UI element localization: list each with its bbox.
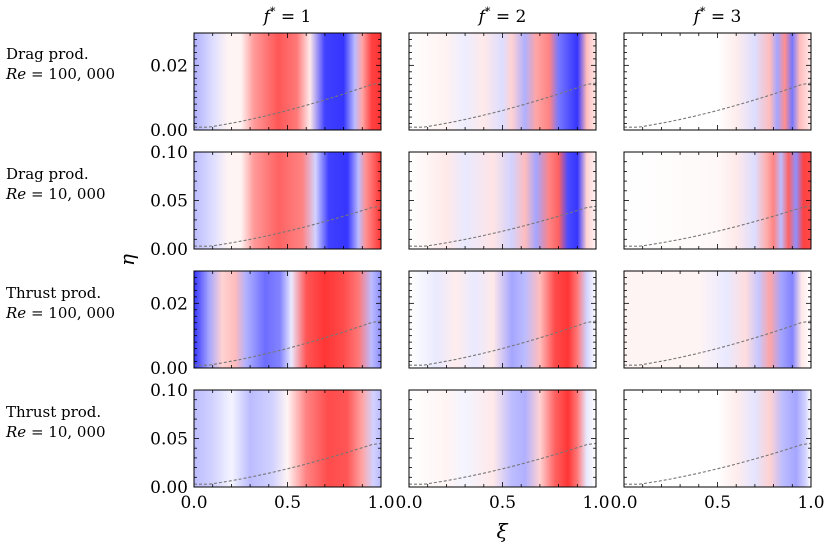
panel-r4-c2 [408, 389, 597, 488]
row-label-3: Thrust prod. Re = 100, 000 [6, 283, 115, 323]
y-axis-label: η [115, 254, 139, 266]
row-label-re: Re = 100, 000 [6, 304, 116, 322]
panel-r3-c2 [408, 270, 597, 369]
boundary-layer-line [623, 205, 812, 247]
panel-r2-c1 [193, 151, 382, 250]
field-heatmap [409, 390, 596, 487]
x-tick-label: 1.0 [797, 493, 824, 513]
y-tick-label: 0.05 [150, 192, 188, 212]
boundary-layer-line [408, 442, 597, 485]
y-tick-label: 0.00 [150, 478, 188, 498]
boundary-layer-line [623, 82, 812, 128]
y-tick-label: 0.05 [150, 430, 188, 450]
field-heatmap [194, 152, 381, 249]
x-tick-label: 1.0 [367, 493, 394, 513]
boundary-layer-line [193, 442, 382, 485]
column-title: f* = 2 [477, 5, 527, 27]
y-tick-label: 0.02 [150, 56, 188, 76]
column-title: f* = 1 [262, 5, 312, 27]
x-tick-label: 0.5 [489, 493, 516, 513]
boundary-layer-line [408, 82, 597, 128]
field-heatmap [194, 390, 381, 487]
field-heatmap [624, 390, 811, 487]
panel-r1-c2 [408, 32, 597, 131]
y-tick-label: 0.10 [150, 381, 188, 401]
row-label-re: Re = 10, 000 [6, 423, 106, 441]
row-label-re: Re = 100, 000 [6, 65, 116, 83]
field-heatmap [194, 271, 381, 368]
row-label-name: Thrust prod. [6, 403, 102, 421]
panel-r4-c1 [193, 389, 382, 488]
y-tick-label: 0.10 [150, 143, 188, 163]
boundary-layer-line [193, 82, 382, 128]
row-label-2: Drag prod. Re = 10, 000 [6, 164, 106, 204]
column-title: f* = 3 [692, 5, 742, 27]
field-heatmap [624, 271, 811, 368]
y-tick-label: 0.00 [150, 121, 188, 141]
panel-r1-c1 [193, 32, 382, 131]
boundary-layer-line [193, 320, 382, 366]
row-label-name: Thrust prod. [6, 284, 102, 302]
panel-r2-c2 [408, 151, 597, 250]
boundary-layer-line [623, 442, 812, 485]
row-label-name: Drag prod. [6, 165, 89, 183]
y-tick-label: 0.00 [150, 240, 188, 260]
y-tick-label: 0.00 [150, 359, 188, 379]
x-tick-label: 0.5 [274, 493, 301, 513]
row-label-name: Drag prod. [6, 45, 89, 63]
panel-r2-c3 [623, 151, 812, 250]
field-heatmap [409, 33, 596, 130]
panel-r3-c3 [623, 270, 812, 369]
row-label-1: Drag prod. Re = 100, 000 [6, 44, 115, 84]
field-heatmap [624, 152, 811, 249]
field-heatmap [409, 152, 596, 249]
panel-r4-c3 [623, 389, 812, 488]
field-heatmap [409, 271, 596, 368]
field-heatmap [624, 33, 811, 130]
boundary-layer-line [623, 320, 812, 366]
x-axis-label: ξ [496, 519, 508, 543]
row-label-re: Re = 10, 000 [6, 185, 106, 203]
panel-r3-c1 [193, 270, 382, 369]
field-heatmap [194, 33, 381, 130]
x-tick-label: 0.5 [704, 493, 731, 513]
panel-r1-c3 [623, 32, 812, 131]
row-label-4: Thrust prod. Re = 10, 000 [6, 402, 106, 442]
x-tick-label: 0.0 [610, 493, 637, 513]
boundary-layer-line [408, 320, 597, 366]
y-tick-label: 0.02 [150, 294, 188, 314]
x-tick-label: 0.0 [180, 493, 207, 513]
boundary-layer-line [408, 205, 597, 247]
x-tick-label: 1.0 [582, 493, 609, 513]
x-tick-label: 0.0 [395, 493, 422, 513]
boundary-layer-line [193, 205, 382, 247]
